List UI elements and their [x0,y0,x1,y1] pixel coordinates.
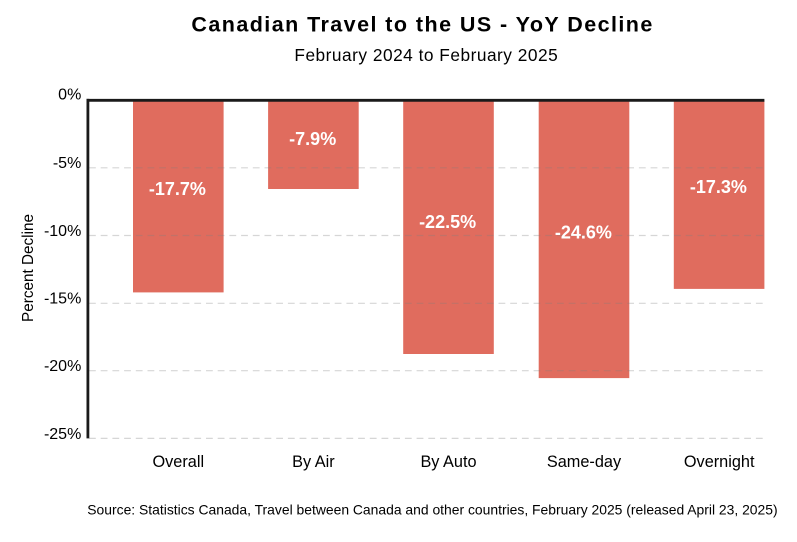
svg-text:-15%: -15% [44,291,81,308]
svg-text:Same-day: Same-day [547,453,622,471]
svg-text:-5%: -5% [53,155,81,172]
svg-text:By Auto: By Auto [420,453,476,471]
svg-text:Source: Statistics Canada, Tra: Source: Statistics Canada, Travel betwee… [87,501,777,517]
svg-text:-25%: -25% [44,426,81,443]
svg-text:-20%: -20% [44,358,81,375]
svg-text:Percent Decline: Percent Decline [20,214,37,322]
svg-text:Overnight: Overnight [684,453,755,471]
svg-text:By Air: By Air [292,453,335,471]
svg-text:-10%: -10% [44,223,81,240]
svg-text:-17.3%: -17.3% [690,177,747,197]
svg-text:-24.6%: -24.6% [555,223,612,243]
svg-text:Canadian Travel to the US - Yo: Canadian Travel to the US - YoY Decline [191,13,653,37]
svg-text:-7.9%: -7.9% [289,129,336,149]
svg-text:February 2024 to February 2025: February 2024 to February 2025 [294,45,558,65]
svg-text:0%: 0% [58,86,81,103]
svg-text:-22.5%: -22.5% [419,212,476,232]
svg-text:Overall: Overall [153,453,205,471]
svg-text:-17.7%: -17.7% [149,179,206,199]
